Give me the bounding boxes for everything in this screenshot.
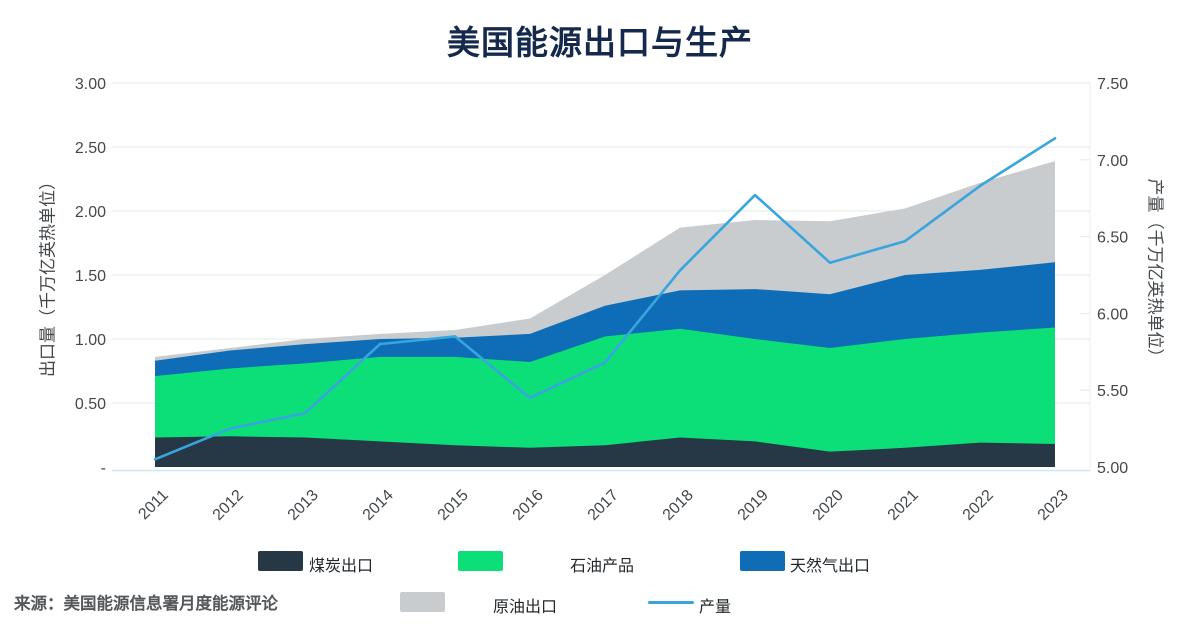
x-axis-label: 2014 [360,487,397,524]
right-axis-tick: 6.50 [1097,230,1128,247]
x-axis-label: 2018 [660,487,697,524]
x-axis-label: 2022 [960,487,997,524]
legend-swatch-natural-gas [740,551,785,571]
right-axis-tick: 5.50 [1097,383,1128,400]
x-axis-label: 2021 [885,487,922,524]
x-axis-label: 2012 [210,487,247,524]
chart-title: 美国能源出口与生产 [447,24,753,61]
right-axis-tick: 5.00 [1097,460,1128,477]
left-axis-tick: 2.50 [75,140,106,157]
legend-line-production [648,601,694,604]
legend-swatch-crude-oil [400,592,445,612]
left-axis-title: 出口量（千万亿英热单位） [38,173,58,377]
legend-label-petroleum: 石油产品 [570,558,635,575]
x-axis-label: 2019 [735,487,772,524]
x-axis-label: 2013 [285,487,322,524]
left-axis-tick: 0.50 [75,396,106,413]
x-axis-label: 2020 [810,487,847,524]
legend-label-coal: 煤炭出口 [309,558,374,575]
x-axis-label: 2017 [585,487,622,524]
legend-swatch-petroleum [458,551,503,571]
right-axis-tick: 7.00 [1097,153,1128,170]
right-axis-title: 产量（千万亿英热单位） [1145,178,1165,366]
right-axis-tick: 6.00 [1097,306,1128,323]
left-axis-tick: 2.00 [75,204,106,221]
area-石油产品 [155,327,1055,467]
left-axis-tick: 3.00 [75,76,106,93]
x-axis-label: 2011 [135,487,171,523]
left-axis-tick: 1.00 [75,332,106,349]
production-line [153,137,1057,461]
stacked-area-chart: 3.00 2.50 2.00 1.50 1.00 0.50 - 7.50 7.00 6.50 6.0… [75,76,1128,524]
legend-label-crude-oil: 原油出口 [493,599,558,616]
x-axis-label: 2023 [1035,487,1072,524]
left-axis-tick: 1.50 [75,268,106,285]
legend-swatch-coal [258,551,303,571]
x-axis-label: 2015 [435,487,472,524]
x-axis-label: 2016 [510,487,547,524]
legend-label-natural-gas: 天然气出口 [790,558,871,575]
left-axis-tick: - [101,460,106,477]
right-axis-tick: 7.50 [1097,76,1128,93]
legend-label-production: 产量 [699,599,732,616]
source-note: 来源：美国能源信息署月度能源评论 [14,595,278,613]
area-煤炭出口 [155,436,1055,467]
